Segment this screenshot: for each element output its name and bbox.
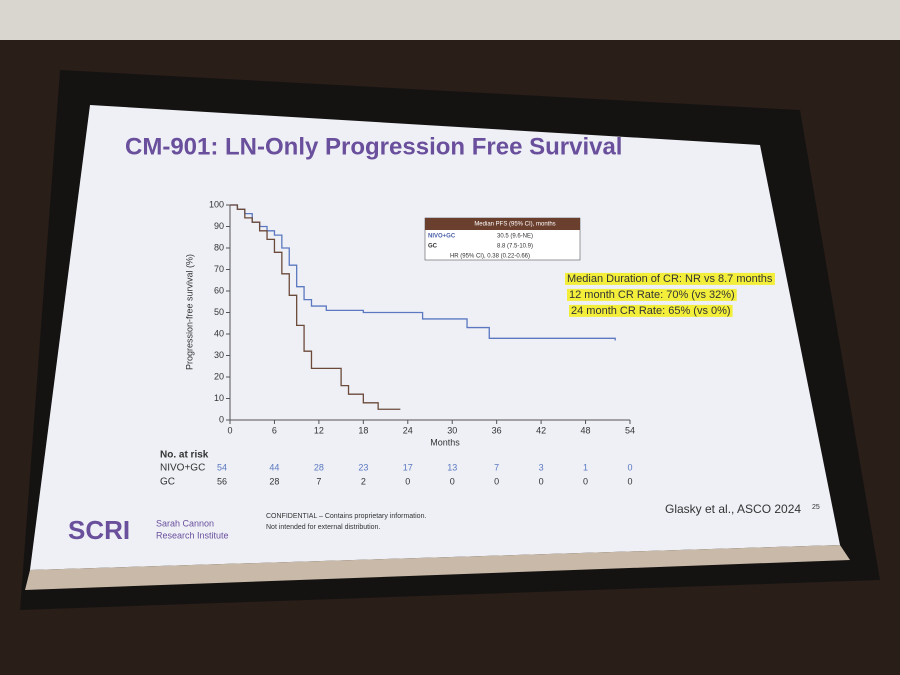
risk-value: 7 [494, 462, 499, 472]
risk-value: 13 [447, 462, 457, 472]
x-tick-label: 24 [403, 425, 413, 435]
x-tick-label: 12 [314, 425, 324, 435]
y-tick-label: 10 [214, 393, 224, 403]
x-tick-label: 6 [272, 425, 277, 435]
y-tick-label: 70 [214, 264, 224, 274]
risk-value: 56 [217, 476, 227, 486]
risk-value: 17 [403, 462, 413, 472]
highlight-bg [565, 272, 775, 285]
pfs-row-label: NIVO+GC [428, 234, 456, 240]
pfs-row-value: 30.5 (9.6-NE) [497, 234, 533, 240]
risk-value: 23 [358, 462, 368, 472]
x-tick-label: 48 [581, 425, 591, 435]
page-number: 25 [812, 504, 820, 511]
x-tick-label: 0 [227, 425, 232, 435]
risk-label: GC [160, 477, 175, 488]
risk-value: 0 [450, 476, 455, 486]
x-tick-label: 54 [625, 425, 635, 435]
y-tick-label: 0 [219, 414, 224, 424]
risk-value: 7 [316, 476, 321, 486]
confidential: CONFIDENTIAL – Contains proprietary info… [266, 513, 426, 520]
x-tick-label: 30 [447, 425, 457, 435]
risk-value: 28 [269, 476, 279, 486]
risk-value: 2 [361, 476, 366, 486]
x-tick-label: 42 [536, 425, 546, 435]
risk-value: 0 [405, 476, 410, 486]
highlight-text: 24 month CR Rate: 65% (vs 0%) [571, 305, 731, 317]
institute: Research Institute [156, 530, 229, 540]
y-tick-label: 100 [209, 199, 224, 209]
risk-value: 0 [539, 476, 544, 486]
risk-title: No. at risk [160, 450, 209, 461]
citation: Glasky et al., ASCO 2024 [665, 502, 801, 516]
pfs-row-label: GC [428, 244, 438, 250]
highlight-text: Median Duration of CR: NR vs 8.7 months [567, 273, 773, 285]
risk-value: 3 [539, 462, 544, 472]
y-tick-label: 40 [214, 328, 224, 338]
highlight-bg [567, 288, 737, 301]
pfs-table-footer: HR (95% CI), 0.38 (0.22-0.66) [450, 254, 530, 260]
risk-label: NIVO+GC [160, 463, 205, 474]
risk-value: 0 [494, 476, 499, 486]
slide [30, 105, 840, 570]
x-axis-label: Months [430, 437, 460, 447]
confidential: Not intended for external distribution. [266, 524, 380, 531]
ceiling [0, 0, 900, 40]
slide-edge [25, 545, 850, 590]
risk-value: 0 [627, 476, 632, 486]
risk-value: 54 [217, 462, 227, 472]
y-tick-label: 60 [214, 285, 224, 295]
y-tick-label: 20 [214, 371, 224, 381]
pfs-table-header-bg [425, 218, 580, 230]
pfs-row-value: 8.8 (7.5-10.9) [497, 244, 533, 250]
x-tick-label: 18 [358, 425, 368, 435]
y-tick-label: 50 [214, 307, 224, 317]
risk-value: 28 [314, 462, 324, 472]
risk-value: 44 [269, 462, 279, 472]
highlight-text: 12 month CR Rate: 70% (vs 32%) [569, 289, 735, 301]
x-tick-label: 36 [492, 425, 502, 435]
highlight-bg [569, 304, 733, 317]
institute: Sarah Cannon [156, 518, 214, 528]
slide-title: CM-901: LN-Only Progression Free Surviva… [125, 133, 622, 160]
y-tick-label: 30 [214, 350, 224, 360]
y-axis-label: Progression-free survival (%) [184, 254, 194, 370]
survival-curve [230, 204, 401, 410]
risk-value: 0 [627, 462, 632, 472]
y-tick-label: 90 [214, 221, 224, 231]
logo: SCRI [68, 515, 130, 545]
pfs-table-header: Median PFS (95% CI), months [474, 222, 555, 228]
risk-value: 0 [583, 476, 588, 486]
risk-value: 1 [583, 462, 588, 472]
y-tick-label: 80 [214, 242, 224, 252]
